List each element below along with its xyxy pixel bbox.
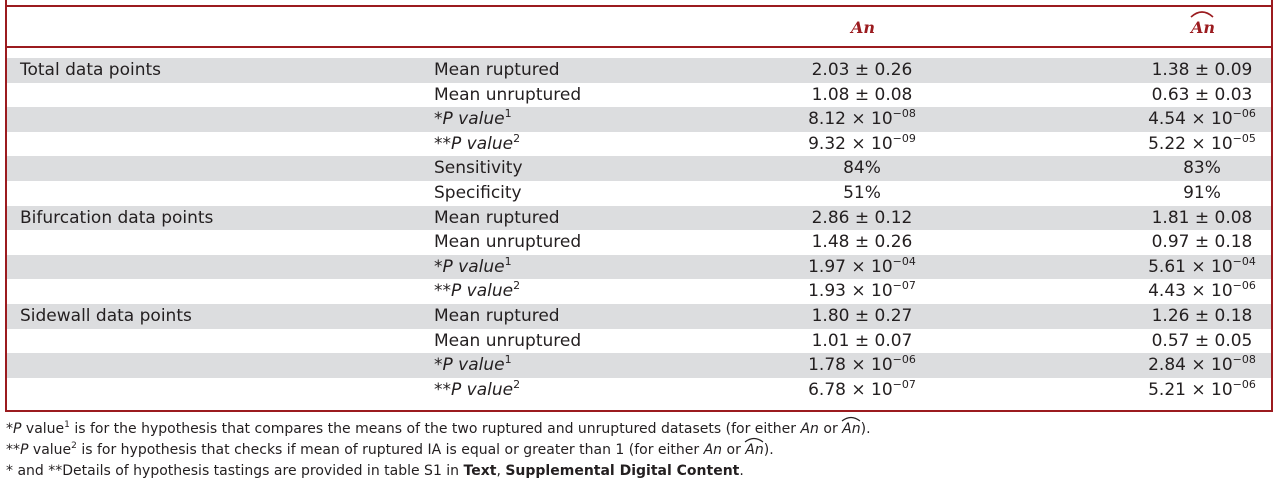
metric-label: *P value1 (434, 107, 512, 130)
table-row: Mean unruptured 1.01 ± 0.07 0.57 ± 0.05 (7, 329, 1271, 354)
anhat-value: 1.38 ± 0.09 (1151, 60, 1253, 80)
table-row: *P value1 1.78 × 10−06 2.84 × 10−08 (7, 353, 1271, 378)
an-value: 1.48 ± 0.26 (811, 232, 913, 253)
anhat-value: 5.61 × 10−04 (1148, 254, 1256, 277)
anhat-value: 5.21 × 10−06 (1148, 377, 1256, 400)
an-value: 8.12 × 10−08 (808, 107, 916, 130)
anhat-value: 1.81 ± 0.08 (1151, 207, 1253, 228)
footnote-3: * and **Details of hypothesis tastings a… (6, 463, 744, 479)
metric-label: Mean ruptured (434, 305, 560, 326)
group-label: Total data points (20, 60, 162, 80)
table-row: Bifurcation data points Mean ruptured 2.86… (7, 205, 1271, 231)
an-value: 9.32 × 10−09 (808, 131, 916, 154)
table-row: **P value2 1.93 × 10−07 4.43 × 10−06 (7, 279, 1271, 304)
table-row: **P value2 9.32 × 10−09 5.22 × 10−05 (7, 132, 1271, 157)
table-row: Specificity 51% 91% (7, 181, 1271, 206)
anhat-value: 1.26 ± 0.18 (1151, 305, 1253, 326)
table-frame (5, 0, 1273, 412)
metric-label: Mean unruptured (434, 330, 582, 351)
group-label: Sidewall data points (20, 305, 192, 326)
metric-label: Mean ruptured (434, 60, 560, 80)
an-value: 6.78 × 10−07 (808, 377, 916, 400)
table-row: Total data points Mean ruptured 2.03 ± 0.2… (7, 58, 1271, 83)
anhat-value: 2.84 × 10−08 (1148, 353, 1256, 376)
table-row: Sensitivity 84% 83% (7, 156, 1271, 181)
table-row: **P value2 6.78 × 10−07 5.21 × 10−06 (7, 378, 1271, 403)
an-value: 1.01 ± 0.07 (811, 330, 913, 351)
table-row: Mean unruptured 1.08 ± 0.08 0.63 ± 0.03 (7, 83, 1271, 108)
metric-label: Specificity (434, 182, 522, 203)
an-value: 1.80 ± 0.27 (811, 305, 913, 326)
table-row: *P value1 8.12 × 10−08 4.54 × 10−06 (7, 107, 1271, 132)
metric-label: *P value1 (434, 353, 512, 376)
hat-accent-icon (841, 416, 861, 422)
an-value: 84% (843, 158, 881, 179)
anhat-value: 91% (1183, 182, 1221, 203)
metric-label: **P value2 (434, 377, 521, 400)
an-value: 2.86 ± 0.12 (811, 207, 913, 228)
anhat-value: 4.43 × 10−06 (1148, 279, 1256, 302)
anhat-value: 5.22 × 10−05 (1148, 131, 1256, 154)
an-value: 1.78 × 10−06 (808, 353, 916, 376)
anhat-value: 0.63 ± 0.03 (1151, 84, 1253, 105)
anhat-value: 0.97 ± 0.18 (1151, 232, 1253, 253)
an-value: 1.08 ± 0.08 (811, 84, 913, 105)
column-header-an: An (850, 18, 876, 37)
hat-accent-icon (1190, 11, 1214, 18)
an-value: 2.03 ± 0.26 (811, 60, 913, 80)
metric-label: **P value2 (434, 279, 521, 302)
table-top-rule (5, 5, 1273, 7)
footnote-2: **P value2 is for hypothesis that checks… (6, 437, 1274, 461)
footnote-1: *P value1 is for the hypothesis that com… (6, 416, 1274, 440)
metric-label: Mean unruptured (434, 232, 582, 253)
metric-label: Sensitivity (434, 158, 523, 179)
an-value: 1.97 × 10−04 (808, 254, 916, 277)
metric-label: *P value1 (434, 254, 512, 277)
anhat-value: 4.54 × 10−06 (1148, 107, 1256, 130)
anhat-value: 0.57 ± 0.05 (1151, 330, 1253, 351)
table-body: Total data points Mean ruptured 2.03 ± 0.2… (7, 58, 1271, 402)
footnotes: *P value1 is for the hypothesis that com… (6, 416, 1274, 482)
metric-label: **P value2 (434, 131, 521, 154)
table-row: Sidewall data points Mean ruptured 1.80 ± … (7, 303, 1271, 329)
an-value: 1.93 × 10−07 (808, 279, 916, 302)
anhat-value: 83% (1183, 158, 1221, 179)
an-value: 51% (843, 182, 881, 203)
table-row: Mean unruptured 1.48 ± 0.26 0.97 ± 0.18 (7, 230, 1271, 255)
metric-label: Mean ruptured (434, 207, 560, 228)
metric-label: Mean unruptured (434, 84, 582, 105)
header-rule (7, 46, 1271, 48)
hat-accent-icon (744, 437, 764, 443)
group-label: Bifurcation data points (20, 207, 214, 228)
column-header-an-hat: An (1120, 11, 1280, 42)
table-row: *P value1 1.97 × 10−04 5.61 × 10−04 (7, 254, 1271, 280)
